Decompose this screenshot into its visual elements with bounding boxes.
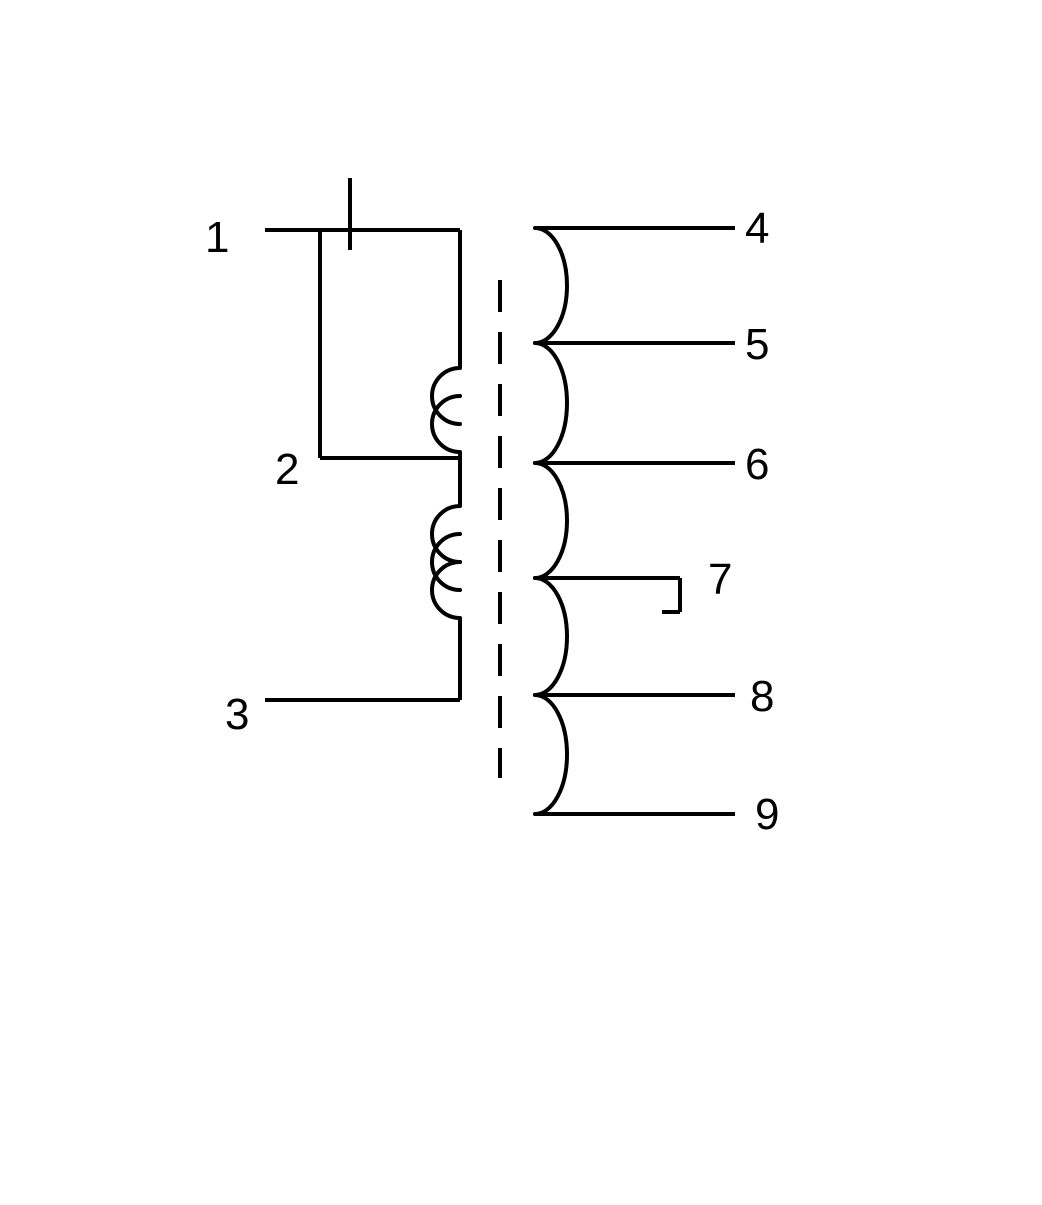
transformer-diagram: 1 2 3 4 5 6 7 8 9 <box>0 0 1042 1200</box>
pin-label-2: 2 <box>275 445 299 495</box>
pin-label-5: 5 <box>745 320 769 370</box>
pin-label-7: 7 <box>708 555 732 605</box>
schematic-svg <box>0 0 1042 1200</box>
pin-label-8: 8 <box>750 672 774 722</box>
pin-label-6: 6 <box>745 440 769 490</box>
pin-label-3: 3 <box>225 690 249 740</box>
pin-label-4: 4 <box>745 204 769 254</box>
pin-label-9: 9 <box>755 790 779 840</box>
pin-label-1: 1 <box>205 213 229 263</box>
